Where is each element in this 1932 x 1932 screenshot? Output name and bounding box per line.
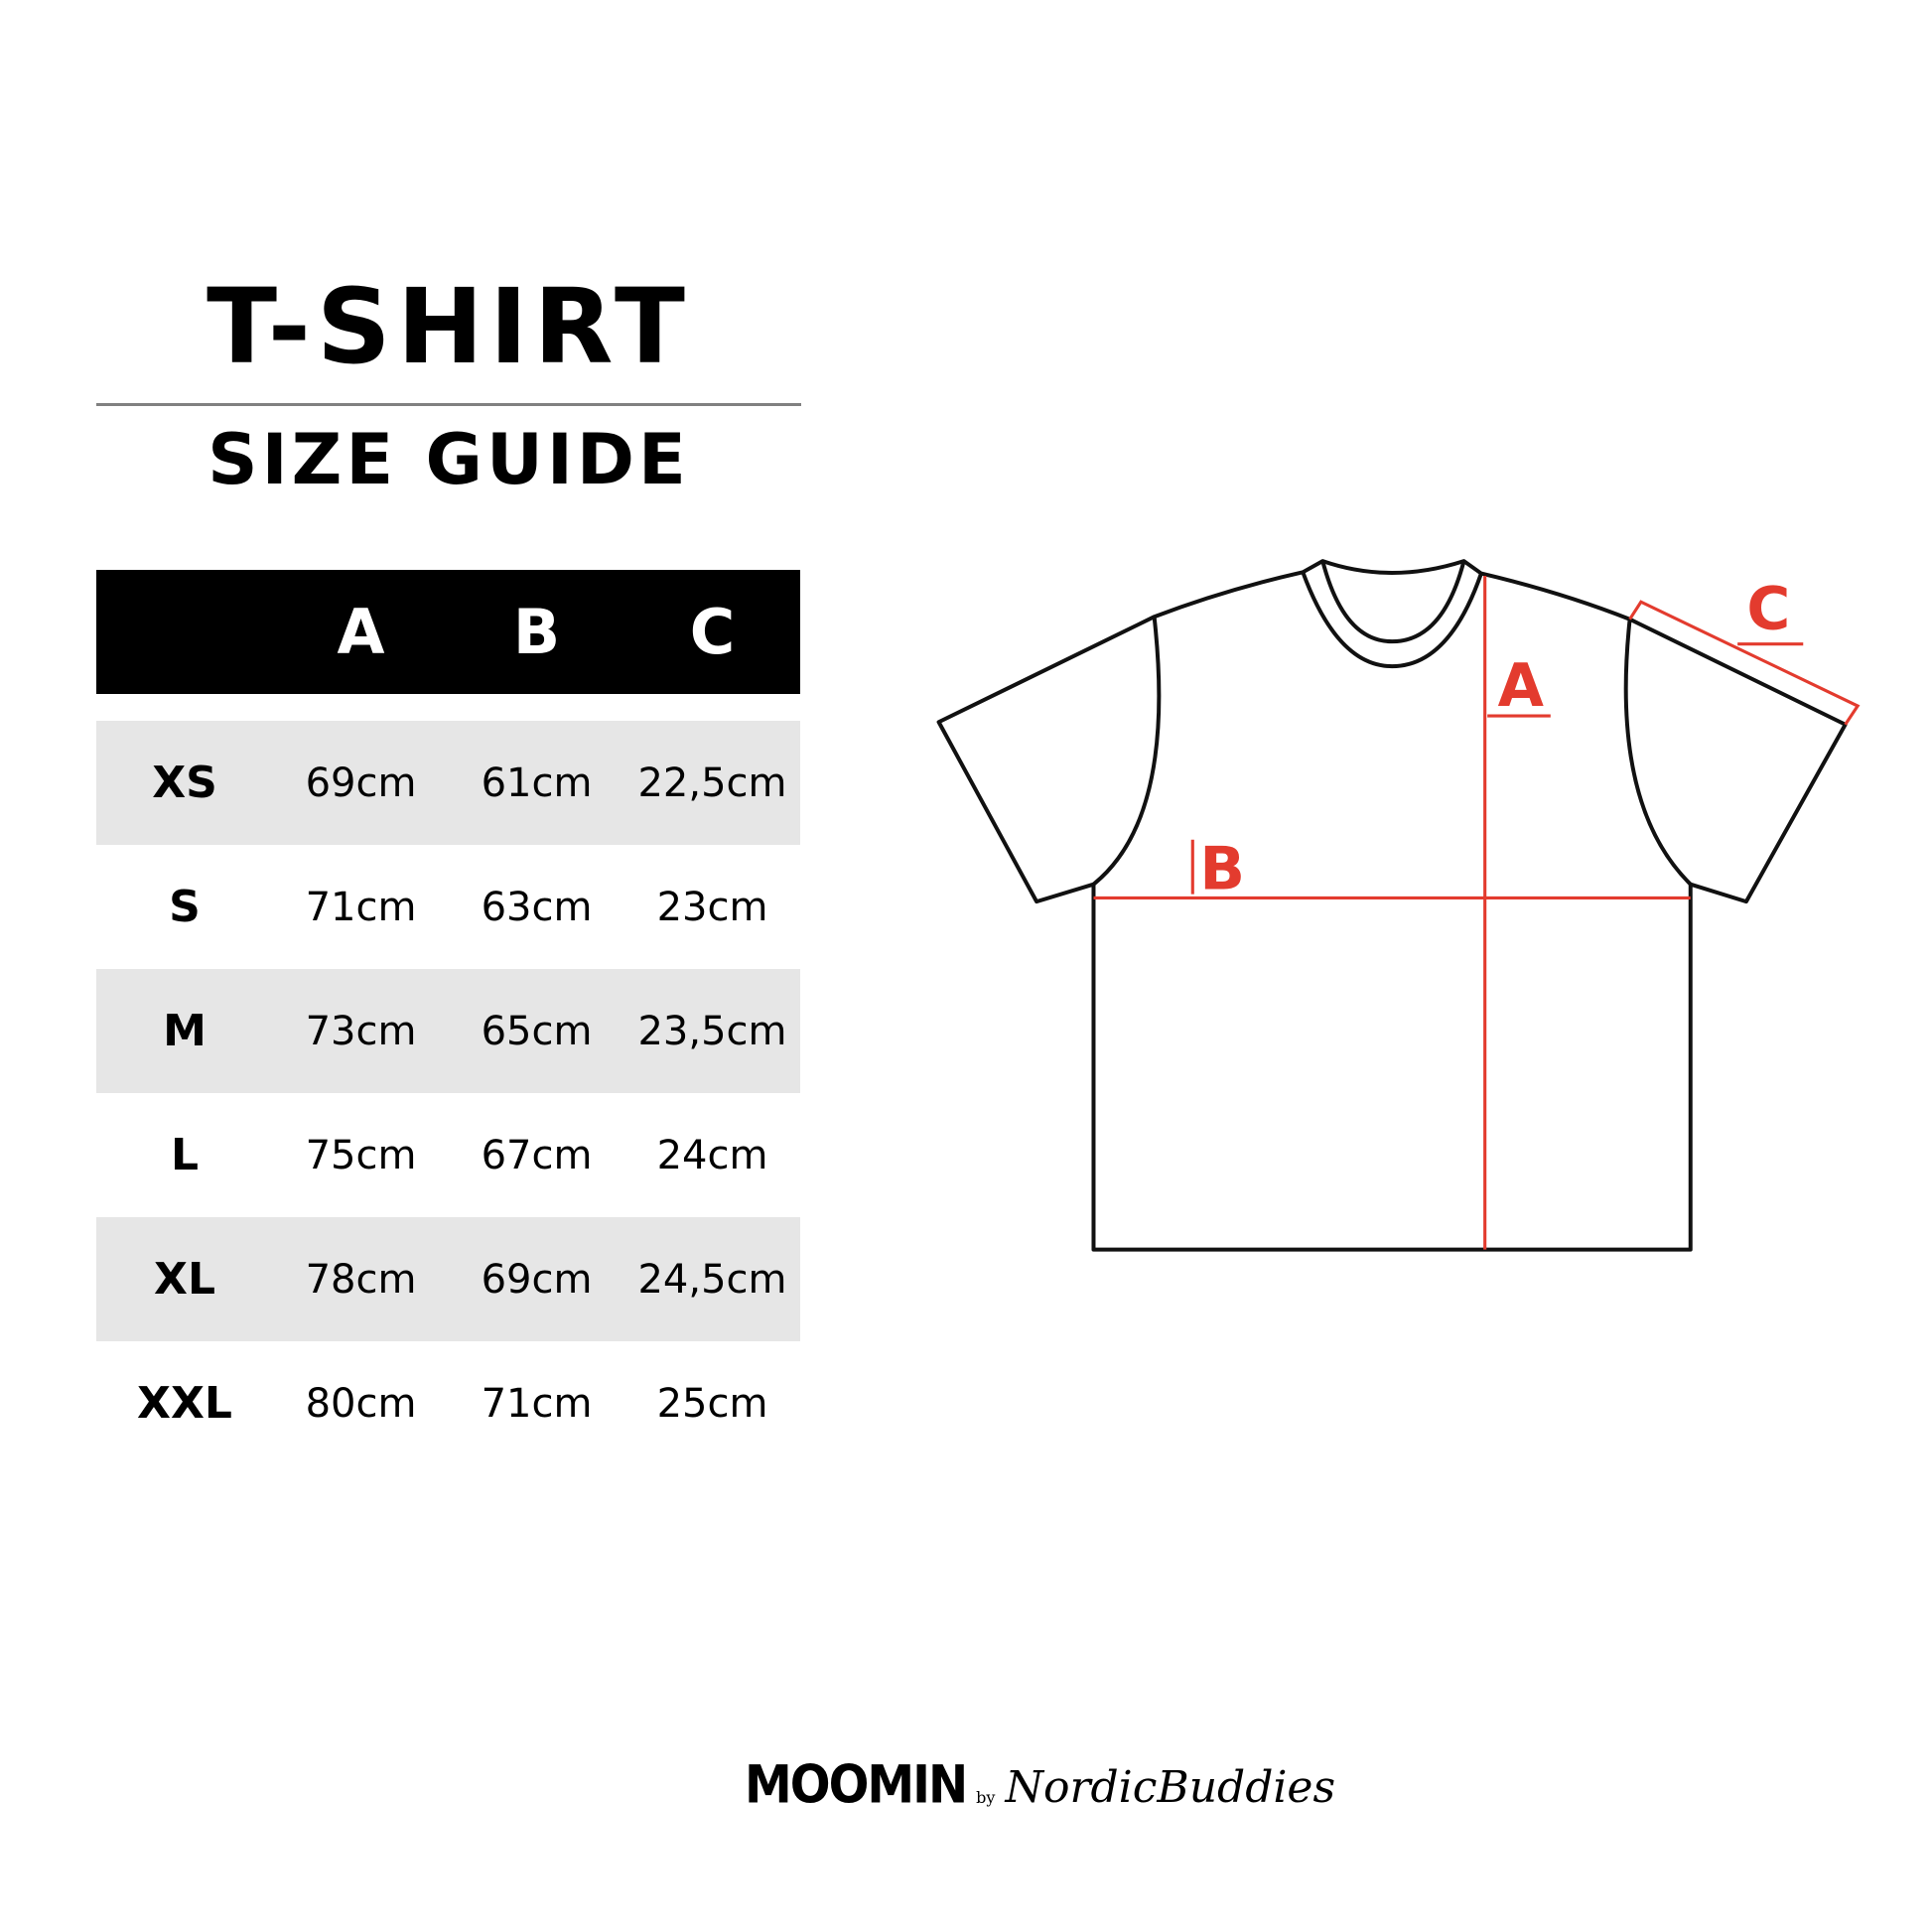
size-cell: XL: [154, 1254, 215, 1305]
divider: [96, 403, 801, 406]
size-cell: M: [163, 1006, 207, 1056]
b-cell: 69cm: [481, 1256, 593, 1303]
c-cell: 23cm: [656, 884, 768, 930]
a-cell: 71cm: [305, 884, 417, 930]
table-row: XXL 80cm 71cm 25cm: [96, 1341, 800, 1465]
logo-moomin: MOOMIN: [745, 1754, 968, 1816]
a-cell: 80cm: [305, 1380, 417, 1427]
c-cell: 24cm: [656, 1132, 768, 1178]
a-cell: 69cm: [305, 759, 417, 806]
logo-nordicbuddies: NordicBuddies: [1005, 1762, 1336, 1813]
table-row: S 71cm 63cm 23cm: [96, 845, 800, 969]
page-subtitle: SIZE GUIDE: [207, 419, 690, 500]
b-cell: 63cm: [481, 884, 593, 930]
table-row: M 73cm 65cm 23,5cm: [96, 969, 800, 1093]
table-row: XL 78cm 69cm 24,5cm: [96, 1217, 800, 1341]
size-cell: XXL: [137, 1378, 232, 1429]
size-cell: L: [170, 1130, 200, 1180]
label-a: A: [1498, 651, 1545, 721]
b-cell: 71cm: [481, 1380, 593, 1427]
b-cell: 65cm: [481, 1008, 593, 1054]
c-cell: 24,5cm: [637, 1256, 787, 1303]
size-table: A B C XS 69cm 61cm 22,5cm S 71cm 63cm 23cm M 73cm…: [96, 570, 800, 1465]
c-cell: 23,5cm: [637, 1008, 787, 1054]
column-header-a: A: [337, 596, 385, 668]
size-cell: S: [169, 882, 201, 932]
a-cell: 75cm: [305, 1132, 417, 1178]
tshirt-outline: [936, 559, 1848, 1252]
size-cell: XS: [152, 758, 217, 808]
b-cell: 67cm: [481, 1132, 593, 1178]
table-header: A B C: [96, 570, 800, 694]
b-cell: 61cm: [481, 759, 593, 806]
label-b: B: [1199, 835, 1245, 904]
table-row: L 75cm 67cm 24cm: [96, 1093, 800, 1217]
a-cell: 78cm: [305, 1256, 417, 1303]
c-cell: 22,5cm: [637, 759, 787, 806]
brand-logo: MOOMIN by NordicBuddies: [745, 1754, 1336, 1816]
label-c: C: [1746, 575, 1790, 644]
column-header-c: C: [689, 596, 736, 668]
page-title: T-SHIRT: [207, 266, 691, 387]
c-cell: 25cm: [656, 1380, 768, 1427]
a-cell: 73cm: [305, 1008, 417, 1054]
column-header-b: B: [512, 596, 561, 668]
logo-by: by: [976, 1788, 996, 1807]
measurement-lines: [1093, 576, 1861, 1250]
table-row: XS 69cm 61cm 22,5cm: [96, 721, 800, 845]
